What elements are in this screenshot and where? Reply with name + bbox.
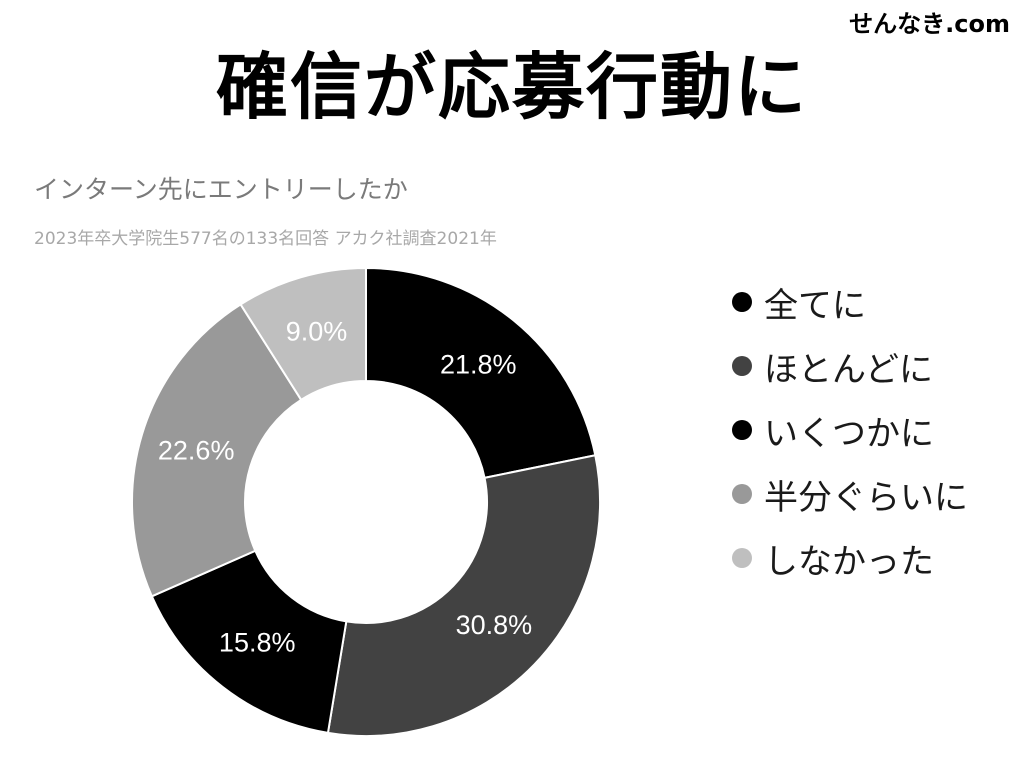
legend-marker-icon: [732, 356, 752, 376]
legend-label: いくつかに: [764, 413, 934, 454]
slice-data-label: 21.8%: [440, 350, 517, 380]
chart-subtitle: 2023年卒大学院生577名の133名回答 アカク社調査2021年: [34, 229, 497, 249]
legend-item: しなかった: [732, 526, 968, 590]
pie-slice: [239, 266, 367, 402]
slice-data-label: 22.6%: [158, 435, 235, 465]
pie-slice: [326, 454, 601, 737]
page-title: 確信が応募行動に: [215, 45, 808, 129]
site-name: せんなき.com: [849, 10, 1010, 38]
pie-slice: [150, 549, 348, 735]
chart-legend: 全てにほとんどにいくつかに半分ぐらいに しなかった: [732, 270, 968, 590]
legend-marker-icon: [732, 548, 752, 568]
pie-slice: [131, 303, 303, 598]
legend-item: 全てに: [732, 270, 968, 334]
legend-item: いくつかに: [732, 398, 968, 462]
legend-marker-icon: [732, 484, 752, 504]
legend-marker-icon: [732, 292, 752, 312]
legend-label: しなかった: [764, 541, 934, 582]
slice-data-label: 30.8%: [456, 610, 533, 640]
legend-label: ほとんどに: [764, 349, 933, 390]
legend-label: 半分ぐらいに: [764, 477, 968, 518]
pie-slice: [365, 266, 597, 480]
chart-title: インターン先にエントリーしたか: [34, 175, 408, 204]
slice-data-label: 15.8%: [219, 627, 296, 657]
slice-data-label: 9.0%: [286, 317, 348, 347]
legend-label: 全てに: [764, 285, 866, 326]
legend-marker-icon: [732, 420, 752, 440]
legend-item: ほとんどに: [732, 334, 968, 398]
legend-item: 半分ぐらいに: [732, 462, 968, 526]
